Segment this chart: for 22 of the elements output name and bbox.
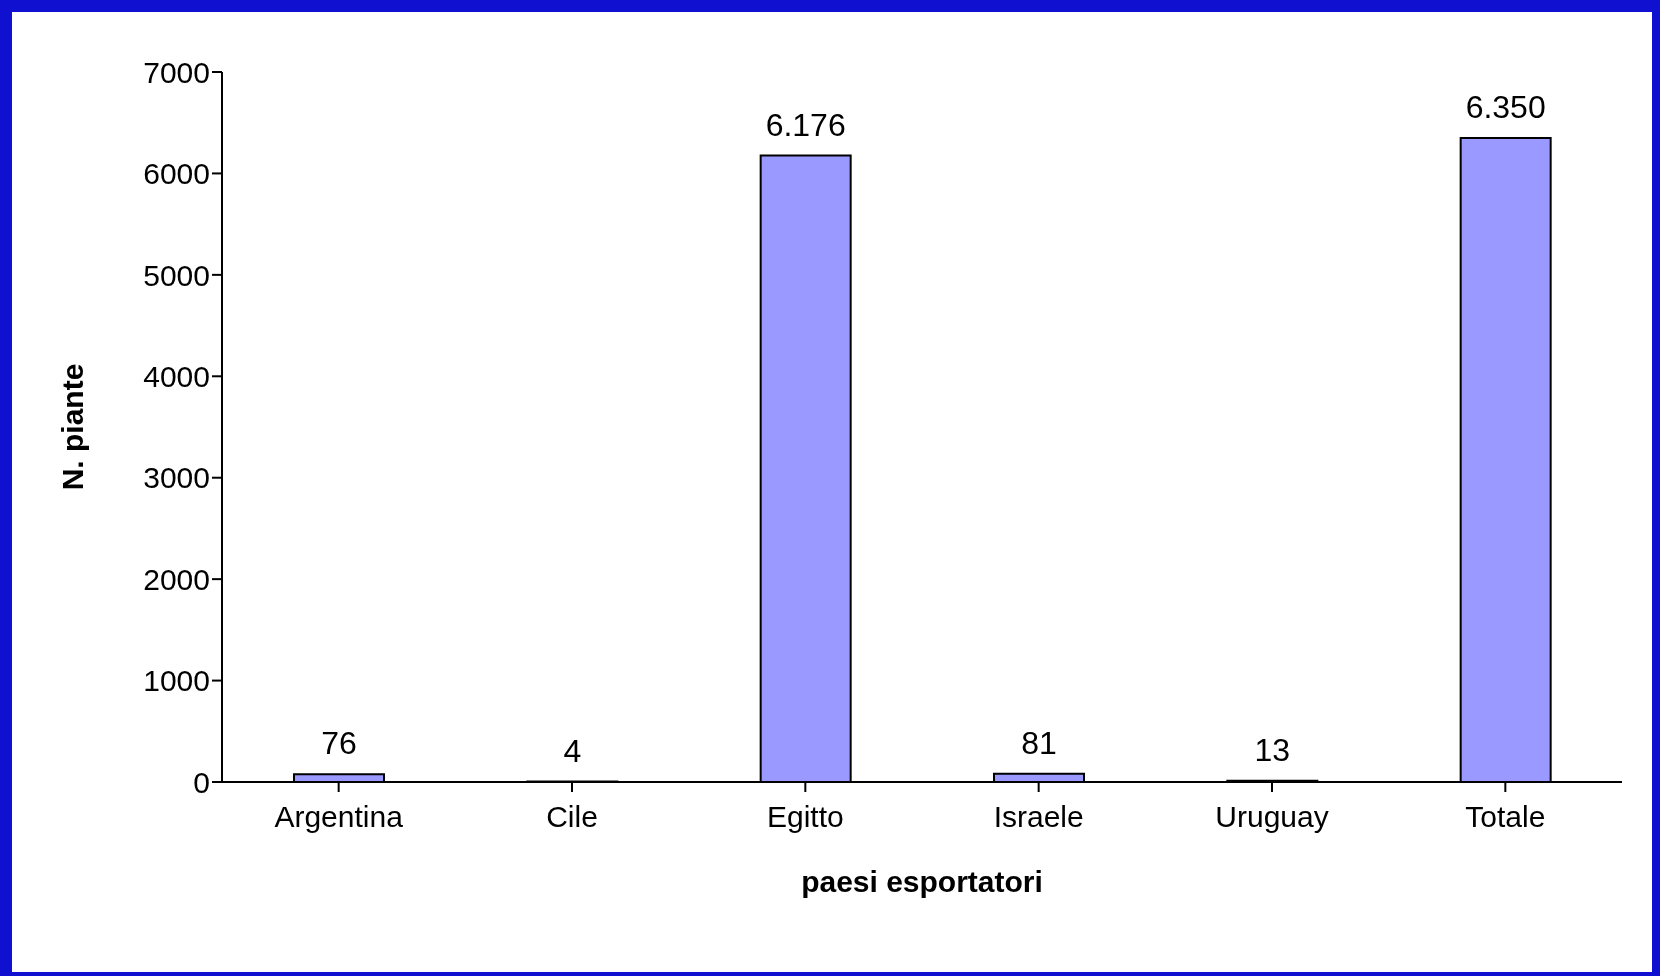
x-tick-label: Uruguay xyxy=(1215,800,1329,834)
data-label: 4 xyxy=(563,732,582,769)
y-tick-label: 3000 xyxy=(143,461,210,495)
data-label: 6.176 xyxy=(765,106,846,143)
data-label: 76 xyxy=(321,725,357,762)
x-tick-label: Cile xyxy=(546,800,598,834)
data-label: 81 xyxy=(1021,724,1057,761)
y-tick-label: 1000 xyxy=(143,664,210,698)
y-tick-label: 7000 xyxy=(143,55,210,89)
x-tick-label: Argentina xyxy=(274,800,404,834)
x-axis-title: paesi esportatori xyxy=(801,865,1043,898)
x-tick-label: Totale xyxy=(1465,800,1546,834)
y-axis-title: N. piante xyxy=(55,363,89,491)
x-tick-label: Egitto xyxy=(766,800,844,834)
y-tick-label: 6000 xyxy=(143,157,210,191)
data-label: 6.350 xyxy=(1465,88,1546,125)
y-tick-label: 5000 xyxy=(143,258,210,292)
y-tick-label: 4000 xyxy=(143,359,210,393)
y-tick-label: 2000 xyxy=(143,562,210,596)
y-tick-label: 0 xyxy=(193,765,210,799)
data-label: 13 xyxy=(1254,731,1291,768)
x-tick-label: Israele xyxy=(993,800,1084,834)
